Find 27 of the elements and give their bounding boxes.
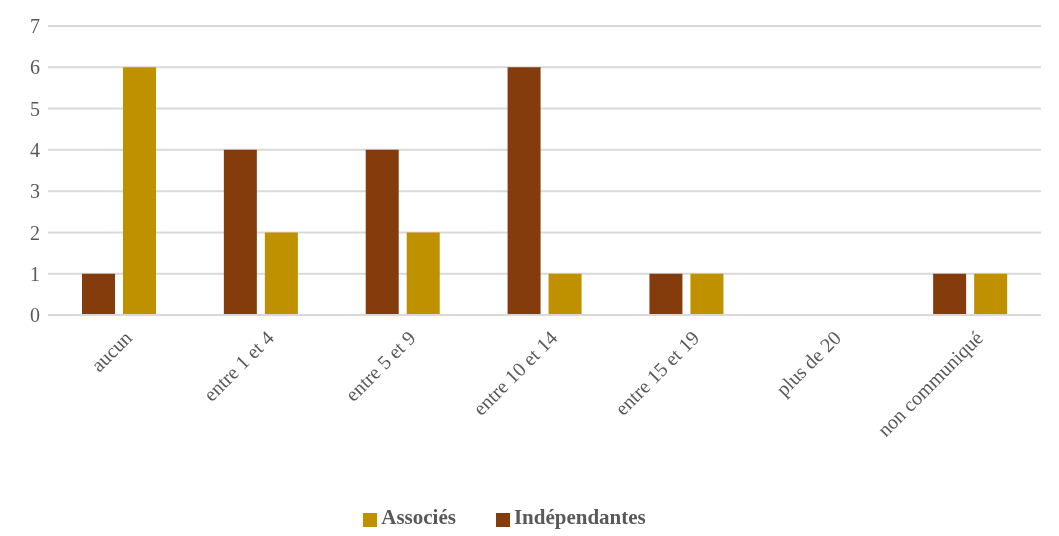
x-tick-label: entre 5 et 9 — [340, 326, 420, 406]
bar — [406, 232, 440, 315]
bar — [123, 67, 156, 315]
x-tick-label: entre 15 et 19 — [610, 326, 704, 420]
x-tick-label: plus de 20 — [771, 326, 846, 401]
bar — [690, 273, 724, 315]
bar — [82, 273, 115, 315]
y-tick-label: 7 — [30, 15, 40, 38]
x-tick-label: entre 1 et 4 — [199, 326, 278, 406]
y-tick-label: 2 — [30, 221, 40, 244]
y-tick-label: 4 — [30, 138, 40, 161]
bar — [649, 273, 683, 315]
bar — [933, 273, 967, 315]
legend-label: Indépendantes — [513, 505, 646, 529]
y-tick-label: 1 — [30, 262, 40, 285]
bar — [264, 232, 298, 315]
y-tick-label: 3 — [30, 180, 40, 203]
bar — [365, 149, 399, 315]
y-tick-label: 0 — [30, 304, 40, 327]
legend-label: Associés — [381, 505, 456, 529]
y-tick-label: 5 — [30, 97, 40, 120]
bar — [974, 273, 1008, 315]
bar — [548, 273, 582, 315]
y-tick-label: 6 — [30, 56, 40, 79]
bar — [223, 149, 257, 315]
x-tick-label: entre 10 et 14 — [468, 326, 562, 420]
bar — [507, 67, 541, 315]
